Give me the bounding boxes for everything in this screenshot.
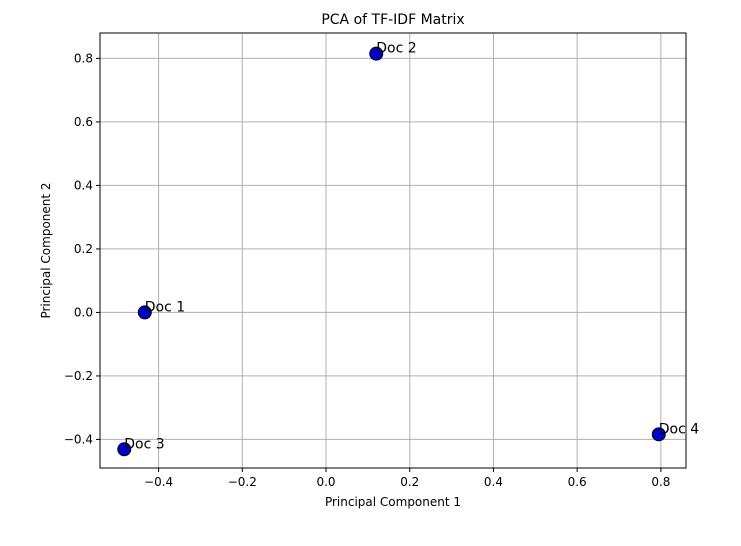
x-tick-label: 0.4	[484, 475, 503, 489]
x-tick-label: 0.6	[568, 475, 587, 489]
x-tick-label: 0.0	[316, 475, 335, 489]
x-axis-label: Principal Component 1	[325, 495, 461, 509]
y-tick-label: −0.2	[64, 369, 93, 383]
data-point	[117, 442, 132, 457]
point-label: Doc 2	[376, 41, 416, 57]
y-tick-label: 0.4	[74, 178, 93, 192]
x-tick-label: −0.4	[144, 475, 173, 489]
y-tick-label: 0.0	[74, 305, 93, 319]
point-layer: Doc 1 Doc 2 Doc 3 Doc 4	[117, 41, 699, 457]
tick-layer: −0.4 −0.2 0.0 0.2 0.4 0.6 0.8 −0.4 −0.2 0.0 0.2 0.4…	[64, 51, 671, 489]
y-axis-label: Principal Component 2	[39, 182, 53, 318]
x-tick-label: 0.2	[400, 475, 419, 489]
data-point	[651, 427, 666, 442]
point-label: Doc 4	[659, 421, 699, 437]
point-label: Doc 3	[124, 436, 164, 452]
plot-frame	[99, 32, 687, 469]
y-tick-label: −0.4	[64, 432, 93, 446]
point-label: Doc 1	[145, 299, 185, 315]
y-tick-label: 0.2	[74, 242, 93, 256]
grid-layer	[100, 33, 686, 468]
data-point	[369, 46, 384, 61]
y-tick-label: 0.8	[74, 51, 93, 65]
x-tick-label: 0.8	[651, 475, 670, 489]
chart-title: PCA of TF-IDF Matrix	[321, 12, 464, 28]
y-tick-label: 0.6	[74, 115, 93, 129]
data-point	[137, 305, 152, 320]
x-tick-label: −0.2	[228, 475, 257, 489]
